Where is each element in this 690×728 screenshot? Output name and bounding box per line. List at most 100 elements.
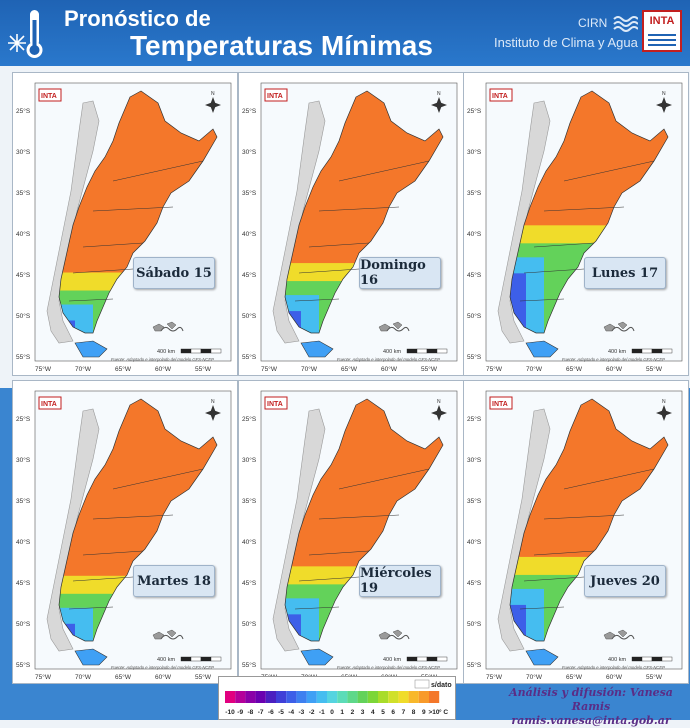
argentina-map: 25°S30°S35°S40°S45°S50°S55°S75°W 70°W 65°W… bbox=[242, 390, 458, 681]
svg-text:N: N bbox=[437, 91, 441, 97]
latitude-label: 55°S bbox=[242, 661, 257, 669]
inta-map-logo: INTA bbox=[264, 88, 288, 102]
org-short: CIRN bbox=[578, 16, 608, 30]
legend-value: 3 bbox=[361, 709, 365, 716]
north-arrow-icon: N bbox=[656, 399, 672, 421]
inta-map-logo: INTA bbox=[489, 396, 513, 410]
scale-bar: 400 km bbox=[157, 656, 222, 663]
longitude-label: 75°W bbox=[35, 673, 52, 681]
legend-value: 8 bbox=[412, 709, 416, 716]
forecast-map-panel: 25°S 30°S 35°S 40°S 45°S 50°S 55°S 75°W 70°W 65°W… bbox=[238, 72, 464, 376]
svg-text:N: N bbox=[211, 399, 215, 405]
forecast-map-panel: 25°S 30°S 35°S 40°S 45°S 50°S 55°S 75°W 70°W 65°W… bbox=[12, 72, 238, 376]
latitude-label: 45°S bbox=[16, 579, 31, 587]
latitude-label: 25°S bbox=[16, 415, 31, 423]
svg-text:400 km: 400 km bbox=[383, 349, 401, 355]
longitude-label: 60°W bbox=[155, 673, 172, 681]
svg-text:N: N bbox=[662, 399, 666, 405]
legend-swatch bbox=[337, 691, 348, 703]
source-note: Fuente: Adaptado e interpolado del model… bbox=[111, 357, 214, 362]
latitude-label: 55°S bbox=[16, 353, 31, 361]
longitude-label: 60°W bbox=[381, 365, 398, 373]
inta-map-logo: INTA bbox=[38, 396, 62, 410]
forecast-map-panel: 25°S 30°S 35°S 40°S 45°S 50°S 55°S 75°W 70°W 65°W… bbox=[463, 72, 689, 376]
latitude-label: 35°S bbox=[242, 497, 257, 505]
latitude-label: 50°S bbox=[16, 312, 31, 320]
north-arrow-icon: N bbox=[205, 91, 221, 113]
argentina-map: 25°S30°S35°S40°S45°S50°S55°S75°W 70°W 65°W… bbox=[467, 82, 683, 373]
longitude-label: 75°W bbox=[35, 365, 52, 373]
legend-value: -5 bbox=[278, 709, 284, 716]
longitude-label: 75°W bbox=[486, 365, 503, 373]
latitude-label: 35°S bbox=[467, 189, 482, 197]
latitude-label: 40°S bbox=[242, 230, 257, 238]
no-data-swatch bbox=[414, 679, 430, 689]
latitude-label: 25°S bbox=[242, 415, 257, 423]
legend-swatch bbox=[225, 691, 236, 703]
scale-bar: 400 km bbox=[608, 348, 673, 355]
latitude-label: 55°S bbox=[467, 353, 482, 361]
latitude-label: 45°S bbox=[467, 579, 482, 587]
legend-swatch bbox=[357, 691, 368, 703]
svg-text:INTA: INTA bbox=[492, 93, 508, 100]
forecast-day-label: Miércoles 19 bbox=[359, 565, 441, 597]
legend-swatch bbox=[347, 691, 358, 703]
legend-swatch bbox=[418, 691, 429, 703]
latitude-label: 45°S bbox=[242, 271, 257, 279]
argentina-map: 25°S30°S35°S40°S45°S50°S55°S75°W 70°W 65°W… bbox=[242, 82, 458, 373]
title-line-2: Temperaturas Mínimas bbox=[130, 30, 433, 61]
svg-text:INTA: INTA bbox=[41, 401, 57, 408]
legend-swatch bbox=[388, 691, 399, 703]
org-long: Instituto de Clima y Agua bbox=[494, 35, 638, 50]
legend-value: -1 bbox=[319, 709, 325, 716]
latitude-label: 50°S bbox=[242, 620, 257, 628]
source-note: Fuente: Adaptado e interpolado del model… bbox=[562, 357, 665, 362]
longitude-label: 65°W bbox=[115, 673, 132, 681]
latitude-label: 30°S bbox=[242, 456, 257, 464]
scale-bar: 400 km bbox=[157, 348, 222, 355]
forecast-day-label: Jueves 20 bbox=[584, 565, 666, 597]
inta-map-logo: INTA bbox=[489, 88, 513, 102]
legend-swatch bbox=[306, 691, 317, 703]
longitude-label: 55°W bbox=[646, 673, 663, 681]
longitude-label: 60°W bbox=[155, 365, 172, 373]
latitude-label: 25°S bbox=[467, 415, 482, 423]
scale-bar: 400 km bbox=[383, 656, 448, 663]
legend-swatch bbox=[245, 691, 256, 703]
legend-swatch bbox=[265, 691, 276, 703]
svg-text:INTA: INTA bbox=[267, 93, 283, 100]
latitude-label: 25°S bbox=[467, 107, 482, 115]
legend-swatch bbox=[408, 691, 419, 703]
legend-swatch bbox=[429, 691, 440, 703]
legend-value: -2 bbox=[309, 709, 315, 716]
longitude-label: 70°W bbox=[75, 365, 92, 373]
argentina-map: 25°S30°S35°S40°S45°S50°S55°S75°W 70°W 65°W… bbox=[16, 390, 232, 681]
forecast-map-panel: 25°S 30°S 35°S 40°S 45°S 50°S 55°S 75°W 70°W 65°W… bbox=[238, 380, 464, 684]
legend-swatch bbox=[255, 691, 266, 703]
legend-value: 5 bbox=[381, 709, 385, 716]
legend-swatch bbox=[316, 691, 327, 703]
title-line-1: Pronóstico de bbox=[64, 6, 211, 31]
latitude-label: 50°S bbox=[16, 620, 31, 628]
latitude-label: 50°S bbox=[467, 620, 482, 628]
legend-value: -6 bbox=[268, 709, 274, 716]
svg-text:400 km: 400 km bbox=[383, 657, 401, 663]
north-arrow-icon: N bbox=[656, 91, 672, 113]
inta-map-logo: INTA bbox=[264, 396, 288, 410]
legend-swatch bbox=[398, 691, 409, 703]
latitude-label: 25°S bbox=[242, 107, 257, 115]
latitude-label: 35°S bbox=[242, 189, 257, 197]
latitude-label: 35°S bbox=[467, 497, 482, 505]
legend-swatch bbox=[276, 691, 287, 703]
longitude-label: 55°W bbox=[195, 365, 212, 373]
latitude-label: 35°S bbox=[16, 497, 31, 505]
legend-value: -3 bbox=[299, 709, 305, 716]
longitude-label: 70°W bbox=[75, 673, 92, 681]
latitude-label: 30°S bbox=[467, 148, 482, 156]
longitude-label: 70°W bbox=[526, 673, 543, 681]
thermometer-icon bbox=[8, 10, 43, 58]
north-arrow-icon: N bbox=[431, 91, 447, 113]
latitude-label: 30°S bbox=[242, 148, 257, 156]
latitude-label: 50°S bbox=[467, 312, 482, 320]
svg-text:400 km: 400 km bbox=[608, 657, 626, 663]
